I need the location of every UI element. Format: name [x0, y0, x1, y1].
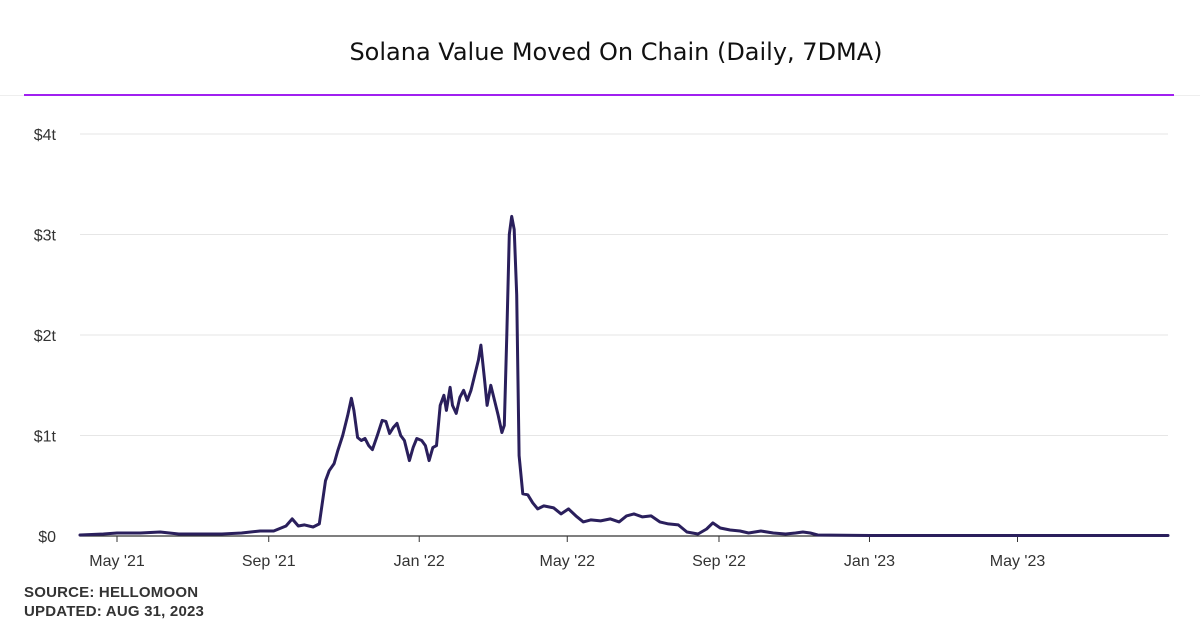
y-tick-label: $0: [38, 529, 56, 546]
series-layer: [78, 214, 1170, 537]
y-tick-label: $4t: [34, 127, 57, 144]
series-line: [78, 214, 1170, 537]
accent-rule: [24, 94, 1174, 96]
x-tick-label: Sep '22: [692, 553, 746, 570]
source-note: SOURCE: HELLOMOON: [24, 584, 199, 601]
x-axis-ticks: May '21 Sep '21 Jan '22 May '22 Sep '22 Jan '…: [89, 536, 1045, 570]
x-tick-label: May '21: [89, 553, 145, 570]
y-tick-label: $1t: [34, 429, 57, 446]
x-tick-label: May '23: [990, 553, 1046, 570]
x-tick-label: May '22: [539, 553, 595, 570]
updated-note: UPDATED: AUG 31, 2023: [24, 603, 205, 620]
x-tick-label: Jan '23: [844, 553, 895, 570]
y-axis-ticks: $0 $1t $2t $3t $4t: [34, 127, 57, 546]
x-tick-label: Jan '22: [394, 553, 445, 570]
chart-title: Solana Value Moved On Chain (Daily, 7DMA…: [349, 38, 883, 66]
y-tick-label: $3t: [34, 228, 57, 245]
y-tick-label: $2t: [34, 328, 57, 345]
gridlines: [80, 133, 1168, 436]
x-tick-label: Sep '21: [242, 553, 296, 570]
